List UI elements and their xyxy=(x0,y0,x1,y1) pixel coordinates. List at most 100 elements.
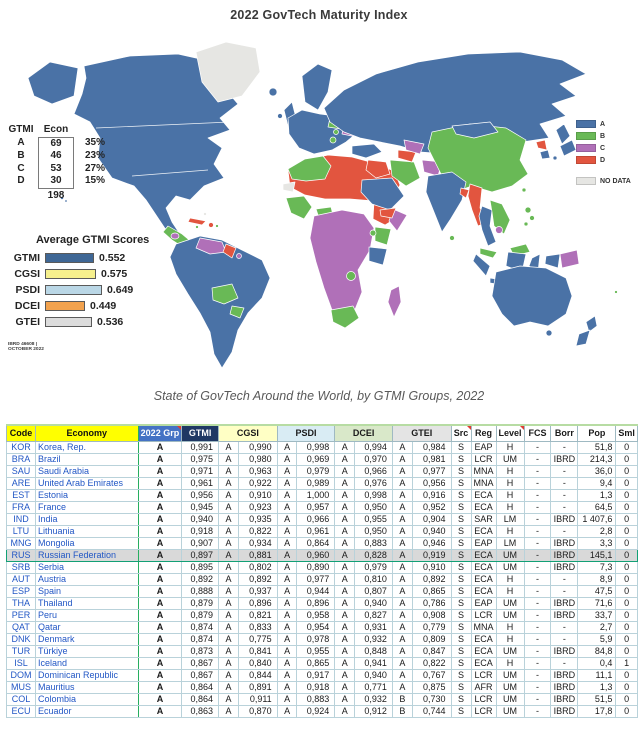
cell-gtei[interactable]: 0,767 xyxy=(411,668,452,682)
cell-gtei-grp[interactable]: A xyxy=(391,632,413,646)
cell-borr[interactable]: IBRD xyxy=(550,512,579,526)
cell-code[interactable]: THA xyxy=(6,596,36,610)
cell-cgsi[interactable]: 0,833 xyxy=(237,620,278,634)
cell-grp[interactable]: A xyxy=(137,692,183,706)
cell-gtmi[interactable]: 0,879 xyxy=(181,596,220,610)
cell-level[interactable]: UM xyxy=(495,548,525,562)
cell-pop[interactable]: 47,5 xyxy=(577,584,617,598)
cell-fcs[interactable]: - xyxy=(523,704,552,718)
cell-src[interactable]: S xyxy=(450,488,472,502)
cell-cgsi[interactable]: 0,922 xyxy=(237,476,278,490)
cell-grp[interactable]: A xyxy=(137,584,183,598)
cell-sml[interactable]: 0 xyxy=(615,452,638,466)
cell-psdi[interactable]: 0,969 xyxy=(296,452,336,466)
cell-dcei[interactable]: 0,828 xyxy=(354,548,393,562)
cell-psdi-grp[interactable]: A xyxy=(276,680,298,694)
cell-reg[interactable]: ECA xyxy=(470,584,497,598)
cell-gtmi[interactable]: 0,867 xyxy=(181,656,220,670)
col-header-economy[interactable]: Economy xyxy=(34,424,139,442)
cell-gtei-grp[interactable]: A xyxy=(391,596,413,610)
cell-gtei-grp[interactable]: A xyxy=(391,560,413,574)
cell-psdi[interactable]: 0,958 xyxy=(296,608,336,622)
cell-pop[interactable]: 17,8 xyxy=(577,704,617,718)
cell-gtmi[interactable]: 0,863 xyxy=(181,704,220,718)
cell-gtmi[interactable]: 0,864 xyxy=(181,692,220,706)
cell-gtei[interactable]: 0,910 xyxy=(411,560,452,574)
cell-psdi-grp[interactable]: A xyxy=(276,440,298,454)
cell-fcs[interactable]: - xyxy=(523,524,552,538)
cell-gtmi[interactable]: 0,918 xyxy=(181,524,220,538)
cell-dcei-grp[interactable]: A xyxy=(334,476,356,490)
cell-borr[interactable]: - xyxy=(550,572,579,586)
cell-gtei-grp[interactable]: A xyxy=(391,548,413,562)
cell-psdi[interactable]: 0,896 xyxy=(296,596,336,610)
cell-src[interactable]: S xyxy=(450,452,472,466)
cell-dcei-grp[interactable]: A xyxy=(334,656,356,670)
cell-psdi-grp[interactable]: A xyxy=(276,584,298,598)
cell-psdi-grp[interactable]: A xyxy=(276,536,298,550)
cell-gtei[interactable]: 0,779 xyxy=(411,620,452,634)
cell-gtei[interactable]: 0,977 xyxy=(411,464,452,478)
cell-grp[interactable]: A xyxy=(137,512,183,526)
cell-economy[interactable]: United Arab Emirates xyxy=(34,476,139,490)
cell-cgsi-grp[interactable]: A xyxy=(218,524,239,538)
cell-reg[interactable]: ECA xyxy=(470,632,497,646)
cell-dcei[interactable]: 0,966 xyxy=(354,464,393,478)
cell-economy[interactable]: France xyxy=(34,500,139,514)
cell-cgsi-grp[interactable]: A xyxy=(218,560,239,574)
cell-gtmi[interactable]: 0,892 xyxy=(181,572,220,586)
cell-cgsi[interactable]: 0,891 xyxy=(237,680,278,694)
col-header-pop[interactable]: Pop xyxy=(577,424,617,442)
cell-cgsi-grp[interactable]: A xyxy=(218,632,239,646)
cell-gtei-grp[interactable]: A xyxy=(391,464,413,478)
cell-fcs[interactable]: - xyxy=(523,644,552,658)
cell-gtei[interactable]: 0,981 xyxy=(411,452,452,466)
cell-borr[interactable]: IBRD xyxy=(550,608,579,622)
cell-fcs[interactable]: - xyxy=(523,656,552,670)
cell-dcei-grp[interactable]: A xyxy=(334,500,356,514)
cell-pop[interactable]: 11,1 xyxy=(577,668,617,682)
cell-level[interactable]: UM xyxy=(495,452,525,466)
cell-level[interactable]: H xyxy=(495,464,525,478)
cell-borr[interactable]: - xyxy=(550,464,579,478)
cell-src[interactable]: S xyxy=(450,524,472,538)
cell-economy[interactable]: Austria xyxy=(34,572,139,586)
cell-dcei-grp[interactable]: A xyxy=(334,668,356,682)
cell-borr[interactable]: - xyxy=(550,488,579,502)
cell-economy[interactable]: Thailand xyxy=(34,596,139,610)
cell-pop[interactable]: 1,3 xyxy=(577,680,617,694)
cell-pop[interactable]: 71,6 xyxy=(577,596,617,610)
cell-reg[interactable]: ECA xyxy=(470,644,497,658)
cell-gtmi[interactable]: 0,897 xyxy=(181,548,220,562)
cell-fcs[interactable]: - xyxy=(523,560,552,574)
cell-grp[interactable]: A xyxy=(137,620,183,634)
cell-pop[interactable]: 64,5 xyxy=(577,500,617,514)
cell-fcs[interactable]: - xyxy=(523,440,552,454)
cell-src[interactable]: S xyxy=(450,560,472,574)
cell-borr[interactable]: IBRD xyxy=(550,548,579,562)
cell-src[interactable]: S xyxy=(450,644,472,658)
cell-gtei-grp[interactable]: A xyxy=(391,512,413,526)
cell-fcs[interactable]: - xyxy=(523,536,552,550)
cell-pop[interactable]: 36,0 xyxy=(577,464,617,478)
cell-code[interactable]: MUS xyxy=(6,680,36,694)
cell-dcei[interactable]: 0,883 xyxy=(354,536,393,550)
cell-dcei[interactable]: 0,931 xyxy=(354,620,393,634)
cell-cgsi-grp[interactable]: A xyxy=(218,692,239,706)
cell-pop[interactable]: 2,7 xyxy=(577,620,617,634)
cell-reg[interactable]: ECA xyxy=(470,524,497,538)
cell-src[interactable]: S xyxy=(450,668,472,682)
cell-dcei-grp[interactable]: A xyxy=(334,488,356,502)
cell-fcs[interactable]: - xyxy=(523,596,552,610)
cell-dcei-grp[interactable]: A xyxy=(334,596,356,610)
cell-cgsi[interactable]: 0,870 xyxy=(237,704,278,718)
cell-cgsi-grp[interactable]: A xyxy=(218,536,239,550)
cell-level[interactable]: H xyxy=(495,572,525,586)
cell-cgsi-grp[interactable]: A xyxy=(218,704,239,718)
cell-gtei[interactable]: 0,809 xyxy=(411,632,452,646)
cell-level[interactable]: UM xyxy=(495,668,525,682)
cell-fcs[interactable]: - xyxy=(523,680,552,694)
cell-sml[interactable]: 0 xyxy=(615,476,638,490)
col-header-reg[interactable]: Reg xyxy=(470,424,497,442)
cell-code[interactable]: ESP xyxy=(6,584,36,598)
